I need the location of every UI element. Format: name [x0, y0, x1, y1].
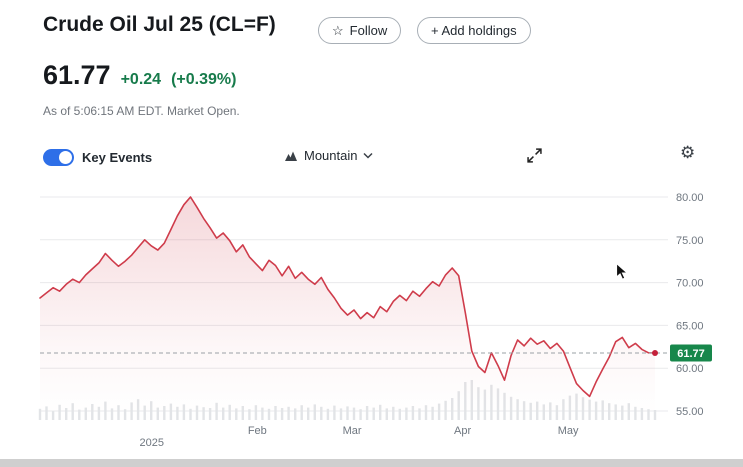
svg-text:2025: 2025 [140, 437, 164, 449]
svg-text:Feb: Feb [248, 425, 267, 437]
bottom-strip [0, 459, 743, 467]
page-title: Crude Oil Jul 25 (CL=F) [43, 13, 276, 36]
chart-settings-button[interactable]: ⚙ [680, 144, 695, 161]
svg-text:65.00: 65.00 [676, 320, 704, 332]
svg-text:70.00: 70.00 [676, 278, 704, 290]
last-price: 61.77 [43, 60, 111, 90]
add-holdings-label: + Add holdings [431, 23, 517, 38]
svg-text:Apr: Apr [454, 425, 471, 437]
chart-type-dropdown[interactable]: Mountain [284, 148, 374, 163]
svg-text:61.77: 61.77 [677, 348, 705, 360]
price-change: +0.24 [120, 71, 162, 88]
add-holdings-button[interactable]: + Add holdings [417, 17, 531, 44]
chevron-down-icon [363, 152, 374, 159]
as-of-timestamp: As of 5:06:15 AM EDT. Market Open. [43, 104, 240, 118]
key-events-toggle[interactable] [43, 149, 74, 166]
mountain-icon [285, 151, 297, 161]
svg-text:60.00: 60.00 [676, 363, 704, 375]
svg-text:55.00: 55.00 [676, 406, 704, 418]
gear-icon: ⚙ [680, 143, 696, 162]
price-change-percent: (+0.39%) [171, 71, 237, 88]
quote-summary: 61.77 +0.24 (+0.39%) [43, 60, 236, 91]
toggle-knob [59, 151, 72, 164]
svg-text:Mar: Mar [343, 425, 362, 437]
follow-button-label: Follow [349, 23, 388, 38]
follow-button[interactable]: ☆ Follow [318, 17, 402, 44]
svg-text:75.00: 75.00 [676, 235, 704, 247]
svg-text:May: May [558, 425, 579, 437]
expand-icon [527, 148, 542, 163]
chart-type-label: Mountain [304, 148, 358, 163]
star-icon: ☆ [332, 23, 344, 38]
key-events-label: Key Events [82, 150, 153, 165]
svg-text:80.00: 80.00 [676, 192, 704, 204]
price-chart-svg[interactable]: 80.00 75.00 70.00 65.00 60.00 55.00 61.77 2025 F… [36, 188, 712, 450]
expand-chart-button[interactable] [527, 148, 542, 166]
price-chart[interactable]: 80.00 75.00 70.00 65.00 60.00 55.00 61.77 2025 F… [36, 188, 712, 450]
